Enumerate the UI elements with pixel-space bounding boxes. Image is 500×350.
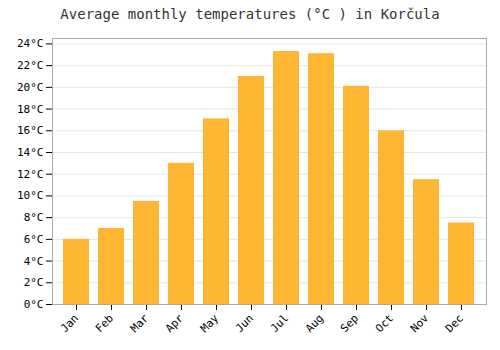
svg-text:0°C: 0°C [24,298,44,311]
svg-text:6°C: 6°C [24,233,44,246]
svg-text:14°C: 14°C [17,146,44,159]
svg-text:Sep: Sep [338,312,361,335]
svg-text:12°C: 12°C [17,168,44,181]
svg-text:Nov: Nov [408,311,432,335]
svg-text:24°C: 24°C [17,37,44,50]
svg-text:Jun: Jun [233,312,256,335]
html-text:Average monthly temperatures (: Average monthly temperatures (°C ) in Ko… [60,6,440,22]
svg-text:2°C: 2°C [24,276,44,289]
svg-text:Oct: Oct [373,312,396,335]
svg-text:18°C: 18°C [17,103,44,116]
svg-text:May: May [198,311,222,335]
svg-text:8°C: 8°C [24,211,44,224]
svg-text:10°C: 10°C [17,189,44,202]
svg-text:Dec: Dec [443,312,466,335]
svg-text:20°C: 20°C [17,81,44,94]
svg-text:Jan: Jan [58,312,81,335]
svg-text:4°C: 4°C [24,255,44,268]
svg-text:Apr: Apr [163,311,187,335]
svg-text:Jul: Jul [268,312,291,335]
svg-text:Mar: Mar [128,311,152,335]
svg-text:Aug: Aug [303,312,326,335]
svg-text:16°C: 16°C [17,124,44,137]
svg-text:Feb: Feb [93,312,116,335]
svg-text:22°C: 22°C [17,59,44,72]
